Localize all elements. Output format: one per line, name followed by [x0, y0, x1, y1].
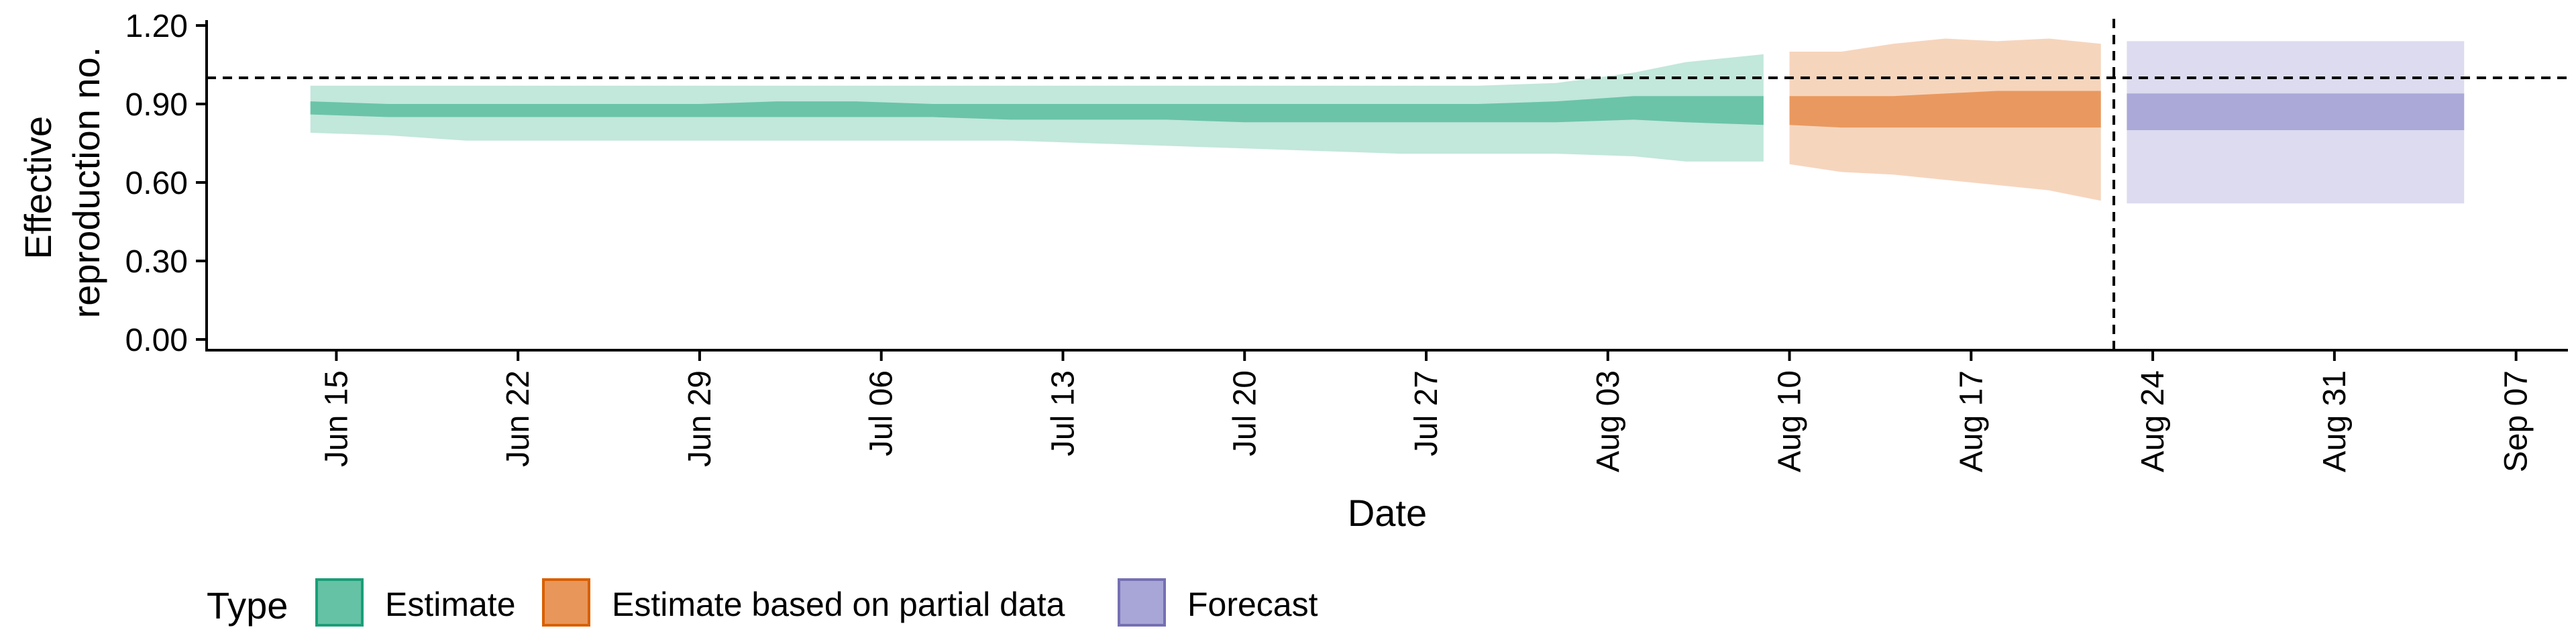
legend-label-forecast: Forecast [1187, 586, 1318, 623]
y-axis-ticks: 0.00 0.30 0.60 0.90 1.20 [125, 9, 207, 358]
legend-key-estimate [315, 578, 364, 627]
x-tick-label: Jul 20 [1227, 370, 1263, 456]
y-tick-label: 0.00 [125, 323, 188, 358]
estimate-inner-band [310, 96, 1764, 125]
x-tick-label: Aug 17 [1953, 370, 1989, 472]
x-tick-label: Jun 29 [682, 370, 718, 467]
x-tick-label: Jun 22 [500, 370, 536, 467]
y-axis-title: Effective reproduction no. [17, 47, 107, 319]
x-tick-label: Aug 03 [1591, 370, 1626, 472]
uncertainty-bands [310, 38, 2465, 204]
legend-label-estimate-based-on-partial-data: Estimate based on partial data [612, 586, 1065, 623]
reference-lines [207, 19, 2568, 350]
legend-label-estimate: Estimate [385, 586, 516, 623]
legend-key-forecast [1118, 578, 1166, 627]
legend-title: Type [207, 584, 288, 627]
x-axis-ticks: Jun 15 Jun 22 Jun 29 Jul 06 Jul 13 Jul 20 Jul … [319, 350, 2534, 472]
y-tick-label: 0.60 [125, 166, 188, 201]
x-tick-label: Aug 24 [2135, 370, 2171, 472]
legend-key-estimate-based-on-partial-data [542, 578, 590, 627]
x-tick-label: Jul 27 [1409, 370, 1444, 456]
x-tick-label: Jun 15 [319, 370, 354, 467]
x-tick-label: Sep 07 [2499, 370, 2534, 472]
y-axis-title-line-2: reproduction no. [65, 47, 107, 319]
forecast-inner-band [2127, 93, 2465, 130]
x-tick-label: Aug 10 [1772, 370, 1808, 472]
y-tick-label: 1.20 [125, 9, 188, 44]
y-axis-title-line-1: Effective [17, 116, 59, 260]
x-tick-label: Jul 13 [1045, 370, 1081, 456]
axes [205, 20, 2568, 352]
legend: Type Estimate Estimate based on partial d… [207, 578, 1318, 627]
x-axis-title: Date [1348, 492, 1427, 534]
x-tick-label: Aug 31 [2317, 370, 2353, 472]
x-tick-label: Jul 06 [864, 370, 900, 456]
y-tick-label: 0.30 [125, 244, 188, 280]
y-tick-label: 0.90 [125, 87, 188, 123]
estimate-based-on-partial-data-inner-band [1789, 91, 2101, 128]
